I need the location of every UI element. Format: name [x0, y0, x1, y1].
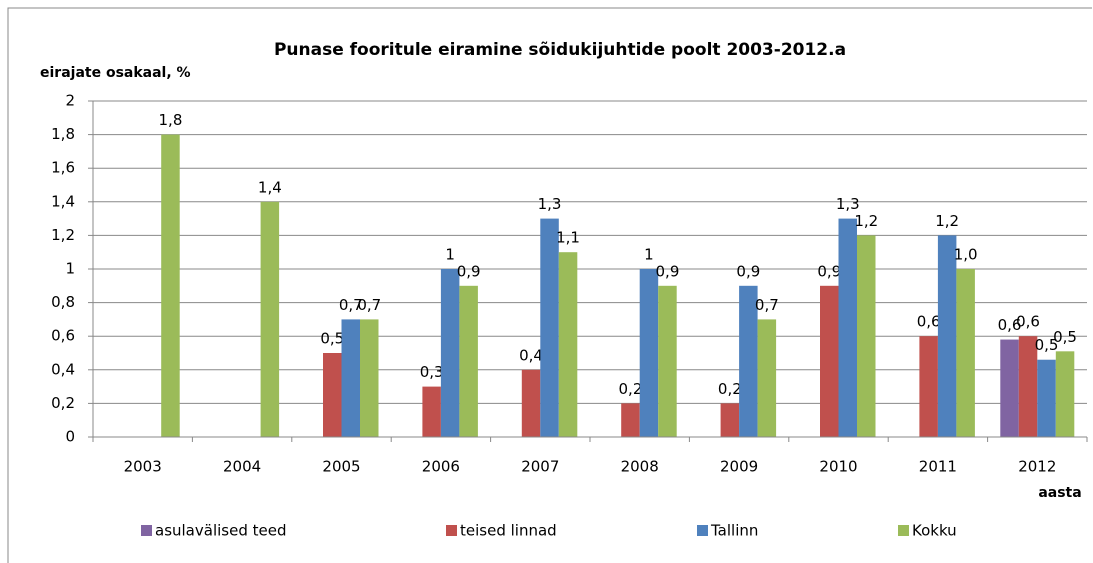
bar — [919, 336, 938, 437]
bar — [1018, 336, 1038, 437]
data-label: 0,5 — [1035, 336, 1059, 354]
y-tick-label: 1,4 — [51, 192, 75, 210]
x-tick-label: 2005 — [322, 458, 360, 476]
x-tick-label: 2008 — [621, 458, 659, 476]
y-tick-label: 1,6 — [51, 159, 75, 177]
bar — [323, 353, 342, 437]
y-tick-label: 0,6 — [51, 327, 75, 345]
bar — [838, 218, 857, 437]
legend-swatch — [898, 525, 909, 536]
data-label: 1 — [644, 246, 654, 264]
bar — [658, 285, 677, 437]
bar — [1055, 351, 1075, 437]
legend-label: Kokku — [912, 522, 957, 540]
bar — [540, 218, 559, 437]
data-label: 0,6 — [917, 313, 941, 331]
data-label: 0,3 — [420, 363, 444, 381]
x-axis-label: aasta — [1038, 485, 1081, 501]
y-tick-label: 2 — [65, 92, 75, 110]
y-tick-label: 0,8 — [51, 293, 75, 311]
data-label: 1,8 — [159, 111, 183, 129]
data-label: 0,7 — [755, 296, 779, 314]
legend-label: Tallinn — [710, 522, 758, 540]
y-tick-label: 1,8 — [51, 125, 75, 143]
data-label: 0,9 — [736, 262, 760, 280]
data-label: 1,3 — [538, 195, 562, 213]
data-label: 0,2 — [619, 380, 643, 398]
bar — [937, 235, 957, 437]
y-axis-label: eirajate osakaal, % — [40, 65, 191, 81]
bar — [820, 285, 839, 437]
data-label: 0,5 — [320, 330, 344, 348]
x-tick-label: 2007 — [521, 458, 559, 476]
data-label: 0,9 — [457, 262, 481, 280]
data-label: 0,7 — [339, 296, 363, 314]
x-tick-label: 2004 — [223, 458, 261, 476]
bar — [161, 134, 180, 437]
x-tick-label: 2012 — [1018, 458, 1056, 476]
y-tick-label: 1,2 — [51, 226, 75, 244]
chart-border — [7, 7, 1092, 563]
data-label: 0,6 — [1016, 313, 1040, 331]
bar — [621, 403, 640, 437]
bar — [260, 201, 280, 437]
bar — [857, 235, 876, 437]
data-label: 1,2 — [935, 212, 959, 230]
bar — [956, 269, 975, 437]
data-label: 0,9 — [656, 262, 680, 280]
data-label: 0,5 — [1053, 328, 1077, 346]
bar — [422, 386, 441, 437]
bar — [1037, 359, 1056, 437]
bar — [440, 269, 460, 437]
data-label: 1,3 — [836, 195, 860, 213]
x-tick-label: 2006 — [422, 458, 460, 476]
x-tick-label: 2011 — [919, 458, 957, 476]
y-tick-label: 0,2 — [51, 394, 75, 412]
data-label: 1,1 — [556, 229, 580, 247]
legend-label: asulavälised teed — [155, 522, 286, 540]
data-label: 0,4 — [519, 346, 543, 364]
bar — [739, 285, 758, 437]
data-label: 1,2 — [854, 212, 878, 230]
data-label: 0,7 — [357, 296, 381, 314]
y-tick-label: 1 — [65, 260, 75, 278]
legend-swatch — [141, 525, 152, 536]
data-label: 1,4 — [258, 178, 282, 196]
bar — [521, 369, 541, 437]
legend-swatch — [446, 525, 457, 536]
y-tick-label: 0 — [65, 428, 75, 446]
bar — [459, 285, 478, 437]
x-tick-label: 2003 — [124, 458, 162, 476]
x-tick-label: 2009 — [720, 458, 758, 476]
bar — [639, 269, 659, 437]
data-label: 1 — [445, 246, 455, 264]
bar — [558, 252, 578, 437]
data-label: 0,6 — [998, 316, 1022, 334]
legend-swatch — [697, 525, 708, 536]
chart-title: Punase fooritule eiramine sõidukijuhtide… — [274, 40, 846, 60]
x-tick-label: 2010 — [819, 458, 857, 476]
data-label: 1,0 — [954, 246, 978, 264]
bar — [360, 319, 379, 437]
data-label: 0,9 — [817, 262, 841, 280]
data-label: 0,2 — [718, 380, 742, 398]
bar — [341, 319, 360, 437]
bar — [720, 403, 740, 437]
legend-label: teised linnad — [460, 522, 557, 540]
bar — [1000, 339, 1019, 437]
bar — [757, 319, 777, 437]
y-tick-label: 0,4 — [51, 360, 75, 378]
